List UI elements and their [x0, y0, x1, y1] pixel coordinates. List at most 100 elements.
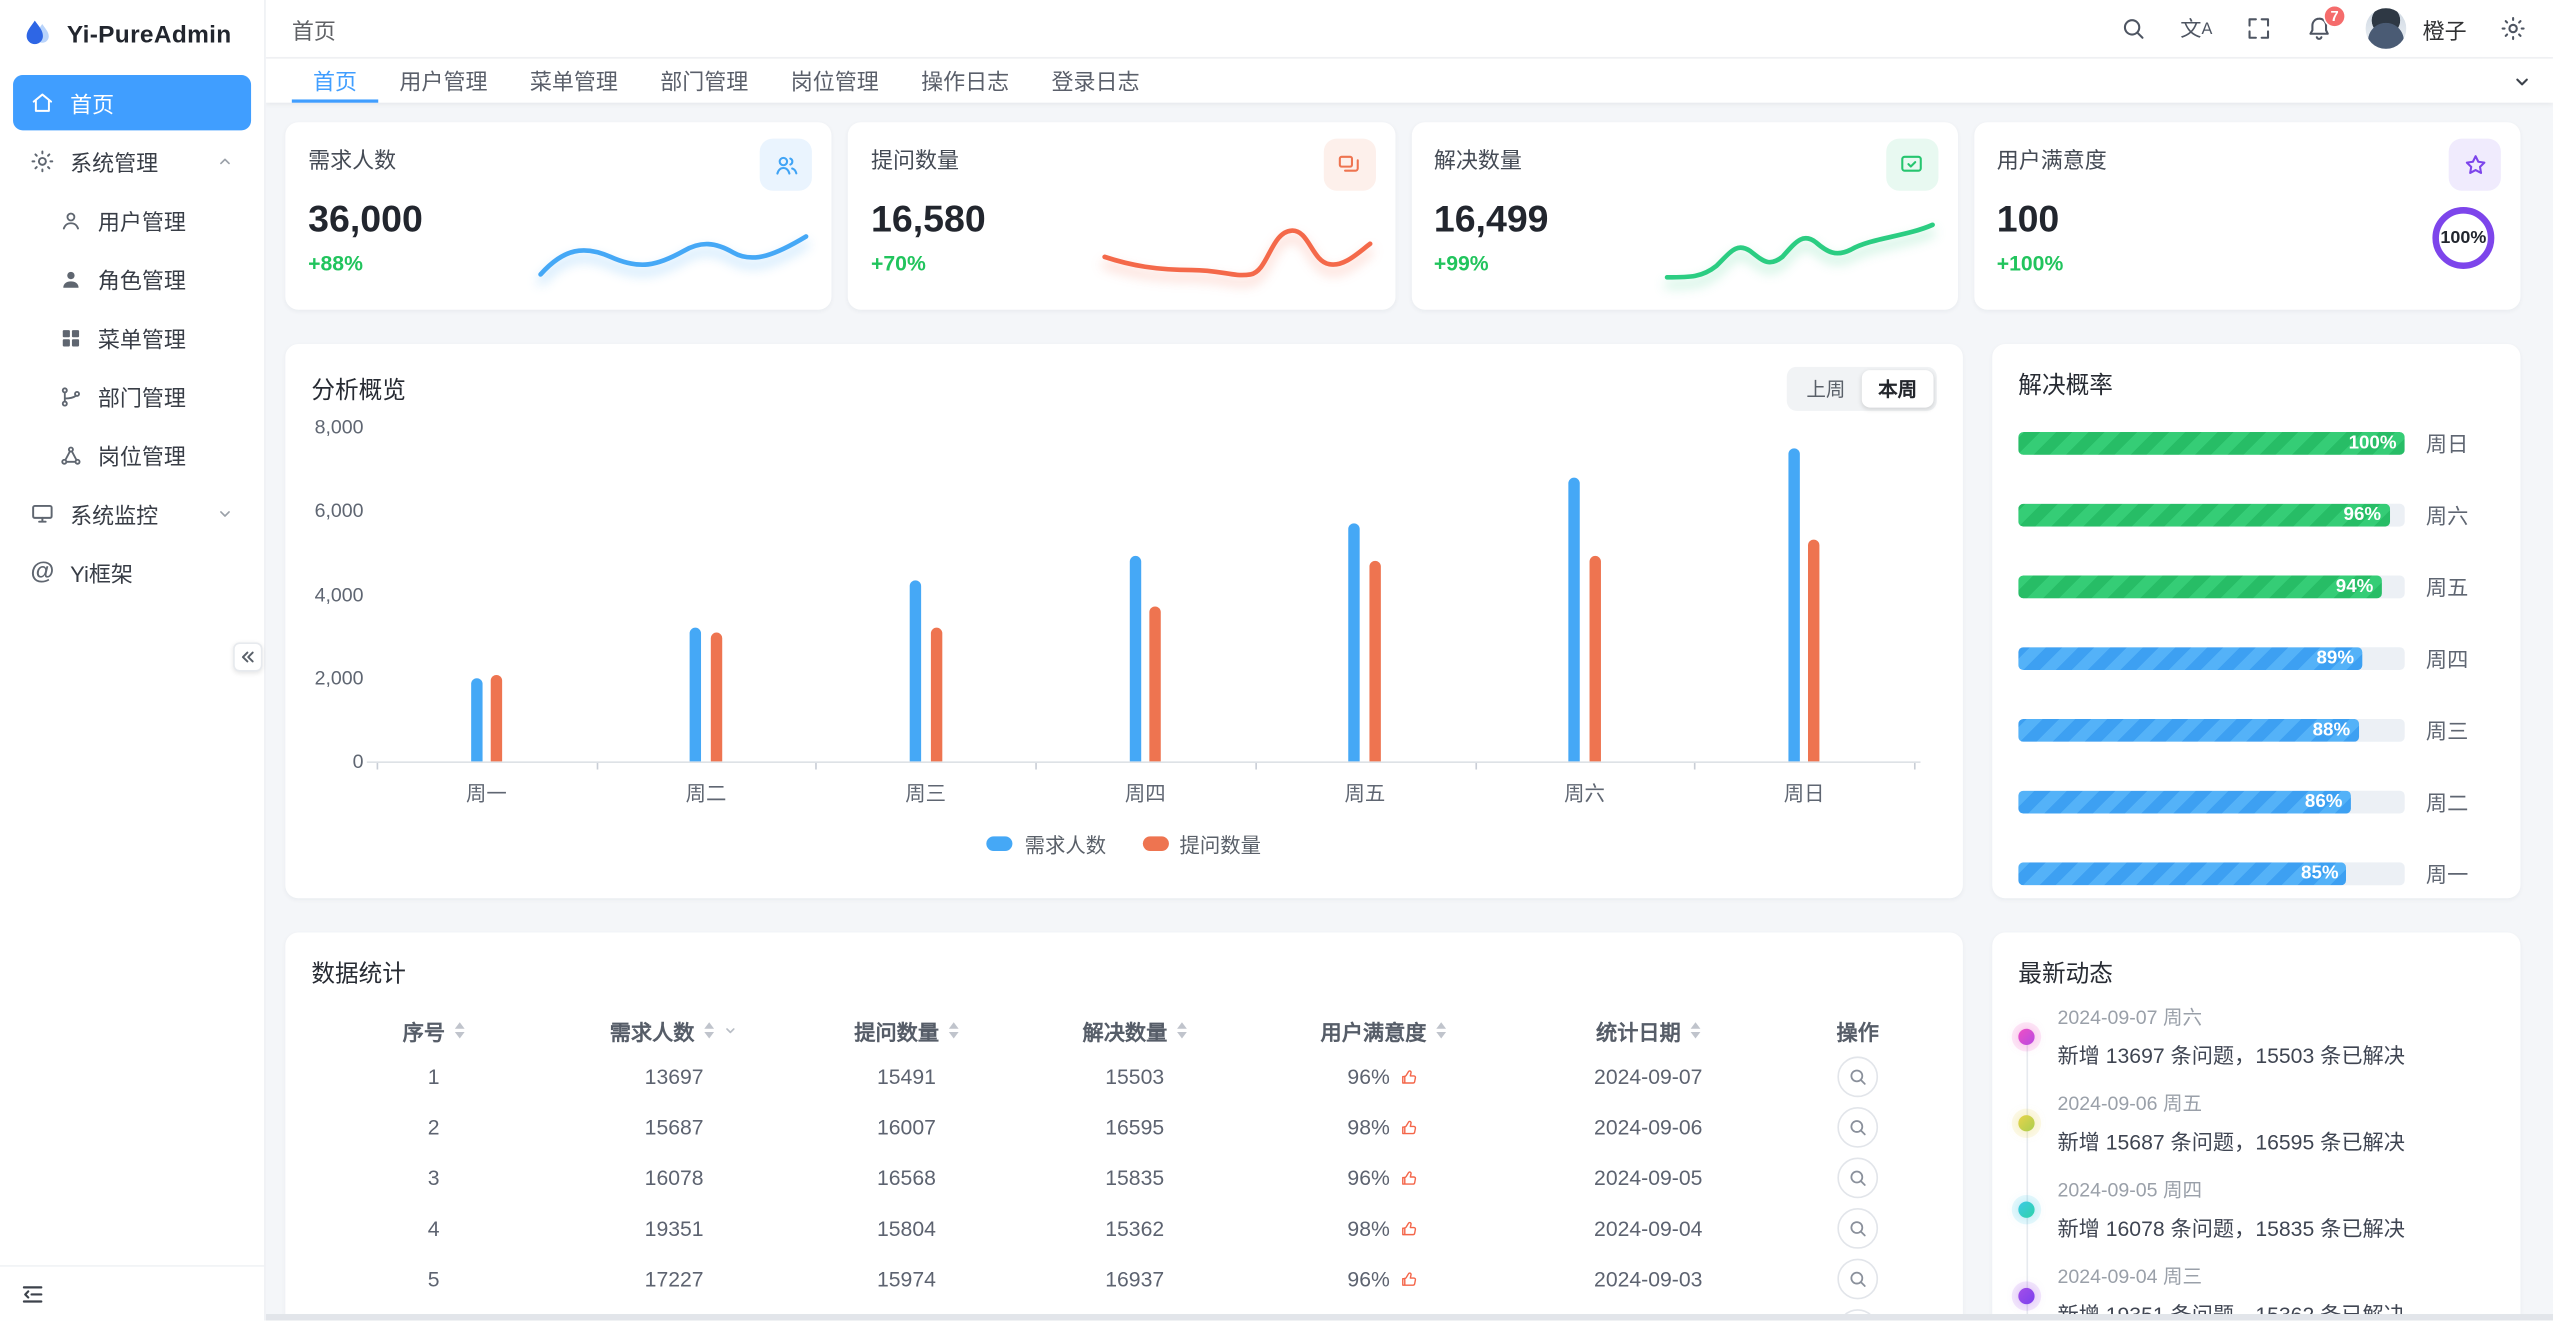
table-header-需求人数[interactable]: 需求人数	[556, 1015, 792, 1046]
bell-icon[interactable]: 7	[2305, 4, 2347, 43]
fullscreen-icon[interactable]	[2245, 15, 2273, 43]
translate-icon[interactable]: 文A	[2180, 15, 2213, 40]
cell-demand: 15687	[644, 1115, 704, 1140]
magnifier-icon	[1847, 1167, 1868, 1188]
solve-rate-row: 89% 周四	[2018, 642, 2494, 673]
sidebar: Yi-PureAdmin 首页 系统管理 用户管理 角色管理 菜单管理 部门管理 岗位管理系…	[0, 0, 266, 1321]
progress-fill: 100%	[2018, 431, 2405, 455]
toggle-this-week[interactable]: 本周	[1861, 370, 1934, 408]
tab-home[interactable]: 首页	[291, 59, 379, 103]
legend-item[interactable]: 提问数量	[1142, 828, 1261, 859]
progress-day-label: 周三	[2425, 718, 2469, 744]
sort-caret-icon	[1690, 1022, 1701, 1039]
view-row-button[interactable]	[1837, 1208, 1879, 1249]
stat-card-satisfaction: 用户满意度 100 +100% 100%	[1973, 122, 2521, 310]
avatar[interactable]	[2365, 8, 2407, 49]
bar-提问数量-周六[interactable]	[1589, 556, 1601, 762]
cell-solved: 15362	[1105, 1216, 1165, 1241]
sidebar-item-yi-framework[interactable]: @ Yi框架	[13, 545, 251, 600]
tab-menu-management[interactable]: 菜单管理	[509, 59, 639, 103]
x-axis-tick	[1694, 762, 1696, 770]
legend-label: 提问数量	[1179, 834, 1262, 858]
sidebar-item-label: 角色管理	[97, 268, 186, 294]
tab-login-log[interactable]: 登录日志	[1030, 59, 1160, 103]
sidebar-item-user-management[interactable]: 用户管理	[13, 192, 251, 247]
column-label: 解决数量	[1082, 1019, 1168, 1045]
stat-delta: +99%	[1433, 251, 1489, 276]
table-header-统计日期[interactable]: 统计日期	[1518, 1015, 1779, 1046]
x-axis-category: 周日	[1783, 782, 1825, 806]
data-table-card: 数据统计 序号 需求人数 提问数量 解决数量 用户满意度 统计日期 操作 1 13697 1549…	[285, 932, 1963, 1321]
table-header-序号[interactable]: 序号	[311, 1015, 556, 1046]
sidebar-item-post-management[interactable]: 岗位管理	[13, 427, 251, 482]
bar-需求人数-周三[interactable]	[909, 579, 922, 762]
bar-需求人数-周日[interactable]	[1788, 448, 1800, 762]
stat-delta: +88%	[308, 251, 363, 276]
table-header-解决数量[interactable]: 解决数量	[1021, 1015, 1249, 1046]
cell-demand: 16078	[644, 1165, 704, 1191]
view-row-button[interactable]	[1837, 1157, 1879, 1199]
table-header-提问数量[interactable]: 提问数量	[792, 1015, 1020, 1046]
table-row: 2 15687 16007 16595 98% 2024-09-06	[311, 1102, 1936, 1153]
tab-label: 操作日志	[921, 69, 1010, 94]
stat-card-solve: 解决数量 16,499 +99%	[1411, 122, 1958, 310]
progress-track: 88%	[2018, 718, 2405, 741]
grid-icon	[59, 325, 83, 349]
bar-提问数量-周五[interactable]	[1369, 560, 1381, 762]
sidebar-item-home[interactable]: 首页	[13, 74, 252, 131]
tab-user-management[interactable]: 用户管理	[378, 59, 508, 103]
sidebar-item-label: 部门管理	[97, 386, 186, 411]
bar-提问数量-周日[interactable]	[1808, 539, 1821, 762]
toggle-last-week[interactable]: 上周	[1806, 378, 1846, 402]
sidebar-item-system-management[interactable]: 系统管理	[13, 134, 251, 189]
sparkline-solve	[1661, 212, 1938, 290]
view-row-button[interactable]	[1837, 1258, 1879, 1300]
activity-title: 最新动态	[2018, 961, 2113, 988]
sidebar-item-menu-management[interactable]: 菜单管理	[13, 310, 251, 365]
sidebar-item-system-monitor[interactable]: 系统监控	[13, 486, 251, 541]
stat-card-question: 提问数量 16,580 +70%	[848, 122, 1395, 310]
chevron-down-icon[interactable]	[722, 1022, 738, 1038]
stat-title: 提问数量	[870, 148, 960, 173]
breadcrumb[interactable]: 首页	[291, 18, 336, 44]
bar-需求人数-周四[interactable]	[1129, 556, 1141, 762]
cell-satisfaction: 96%	[1249, 1166, 1518, 1190]
username[interactable]: 橙子	[2422, 18, 2467, 44]
sidebar-item-role-management[interactable]: 角色管理	[13, 251, 251, 306]
tab-operation-log[interactable]: 操作日志	[900, 59, 1030, 103]
bar-需求人数-周二[interactable]	[690, 627, 702, 762]
bar-提问数量-周三[interactable]	[930, 627, 942, 762]
horizontal-scrollbar[interactable]	[265, 1314, 2553, 1321]
legend-item[interactable]: 需求人数	[987, 828, 1106, 859]
bar-需求人数-周一[interactable]	[470, 677, 482, 762]
bar-提问数量-周一[interactable]	[490, 675, 503, 762]
bar-提问数量-周二[interactable]	[710, 631, 722, 762]
x-axis-category: 周六	[1564, 782, 1605, 806]
tabs-overflow-chevron-down-icon[interactable]	[2511, 69, 2534, 92]
timeline-dot	[2018, 1201, 2035, 1218]
star-icon	[2461, 151, 2489, 179]
monitor-icon	[29, 501, 55, 527]
column-label: 序号	[402, 1019, 446, 1045]
bar-需求人数-周六[interactable]	[1568, 477, 1581, 762]
y-axis-label: 4,000	[314, 582, 364, 606]
timeline-text: 新增 16078 条问题，15835 条已解决	[2057, 1216, 2405, 1241]
table-header-用户满意度[interactable]: 用户满意度	[1249, 1015, 1518, 1046]
view-row-button[interactable]	[1837, 1106, 1879, 1148]
activity-card: 最新动态 2024-09-07 周六 新增 13697 条问题，15503 条已解…	[1992, 932, 2521, 1321]
user-filled-icon	[59, 267, 83, 291]
sidebar-collapse-button[interactable]	[233, 642, 263, 672]
bar-提问数量-周四[interactable]	[1149, 606, 1162, 762]
users-icon	[772, 151, 800, 179]
view-row-button[interactable]	[1837, 1056, 1879, 1098]
search-icon[interactable]	[2120, 15, 2148, 43]
tab-dept-management[interactable]: 部门管理	[639, 59, 769, 103]
bar-需求人数-周五[interactable]	[1348, 523, 1361, 762]
sidebar-item-dept-management[interactable]: 部门管理	[13, 368, 251, 423]
solve-rate-title: 解决概率	[2018, 373, 2113, 400]
cell-satisfaction: 98%	[1249, 1216, 1518, 1241]
settings-icon[interactable]	[2499, 15, 2527, 43]
tab-post-management[interactable]: 岗位管理	[770, 59, 900, 103]
menu-fold-icon[interactable]	[20, 1281, 46, 1307]
cell-actions	[1779, 1056, 1937, 1098]
